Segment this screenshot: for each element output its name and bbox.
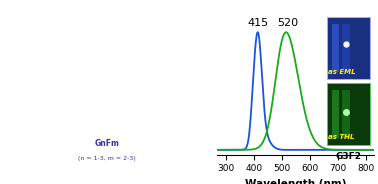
Bar bbox=[332, 24, 339, 72]
Bar bbox=[342, 90, 350, 138]
Text: (n = 1-3, m = 2-3): (n = 1-3, m = 2-3) bbox=[78, 156, 136, 161]
Bar bbox=[332, 90, 339, 138]
Text: 415: 415 bbox=[248, 17, 268, 28]
Bar bbox=[327, 83, 370, 145]
Bar bbox=[327, 17, 370, 79]
Text: as THL: as THL bbox=[328, 135, 354, 140]
Bar bbox=[342, 24, 350, 72]
X-axis label: Wavelength (nm): Wavelength (nm) bbox=[245, 179, 347, 184]
Text: as EML: as EML bbox=[328, 69, 355, 75]
Text: G3F2: G3F2 bbox=[335, 152, 361, 161]
Text: GnFm: GnFm bbox=[94, 139, 119, 148]
Text: 520: 520 bbox=[277, 17, 298, 28]
